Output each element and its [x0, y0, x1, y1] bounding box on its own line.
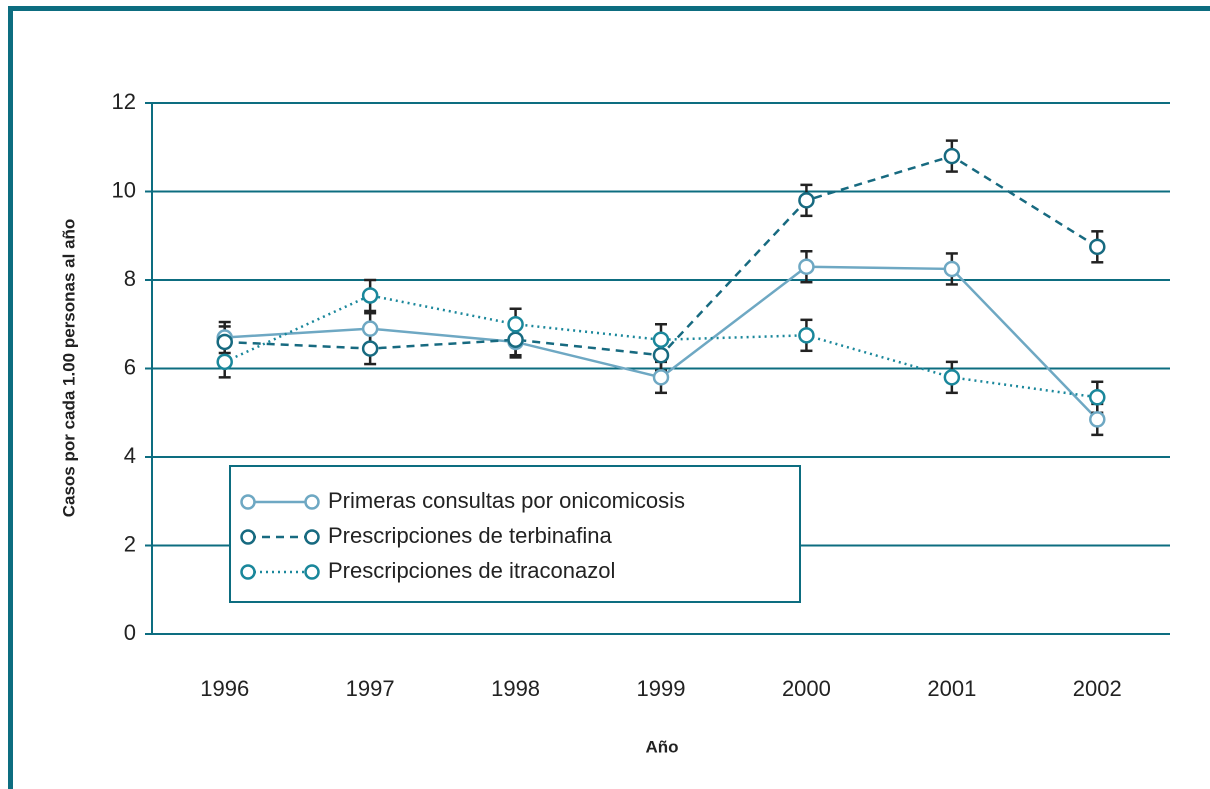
legend-box [229, 465, 801, 603]
point [943, 147, 961, 165]
point [652, 331, 670, 348]
y-tick-label: 10 [112, 177, 136, 202]
y-tick-label: 12 [112, 89, 136, 114]
point [798, 192, 815, 209]
y-axis-label: Casos por cada 1.00 personas al año [59, 219, 78, 518]
point [652, 369, 670, 386]
legend-marker [304, 564, 320, 580]
legend-label: Prescripciones de terbinafina [328, 523, 612, 548]
x-tick-label: 2000 [782, 676, 831, 701]
frame-left [8, 6, 13, 789]
y-tick-label: 0 [124, 620, 136, 645]
x-axis-label: Año [645, 737, 678, 756]
x-tick-label: 2002 [1073, 676, 1122, 701]
x-tick-label: 1999 [637, 676, 686, 701]
point [943, 369, 961, 386]
x-tick-label: 1996 [200, 676, 249, 701]
frame-top [8, 6, 1210, 11]
legend-marker [240, 564, 256, 580]
point [798, 258, 815, 275]
x-tick-label: 2001 [927, 676, 976, 701]
legend-marker [240, 529, 256, 545]
legend-label: Primeras consultas por onicomicosis [328, 488, 685, 513]
point [216, 333, 233, 351]
point [361, 320, 379, 337]
y-tick-label: 8 [124, 266, 136, 291]
point [361, 287, 379, 304]
point [507, 316, 524, 333]
point [1089, 389, 1106, 406]
point [652, 346, 670, 364]
point [943, 260, 961, 278]
point [1089, 411, 1106, 428]
point [507, 331, 524, 348]
legend-marker [304, 529, 320, 545]
point [361, 340, 379, 357]
point [1089, 238, 1106, 256]
x-tick-label: 1998 [491, 676, 540, 701]
point [798, 327, 815, 344]
legend-marker [304, 494, 320, 510]
y-tick-label: 6 [124, 354, 136, 379]
y-tick-label: 4 [124, 443, 136, 468]
legend-label: Prescripciones de itraconazol [328, 558, 615, 583]
y-tick-label: 2 [124, 531, 136, 556]
point [216, 353, 233, 371]
x-tick-label: 1997 [346, 676, 395, 701]
legend-marker [240, 494, 256, 510]
